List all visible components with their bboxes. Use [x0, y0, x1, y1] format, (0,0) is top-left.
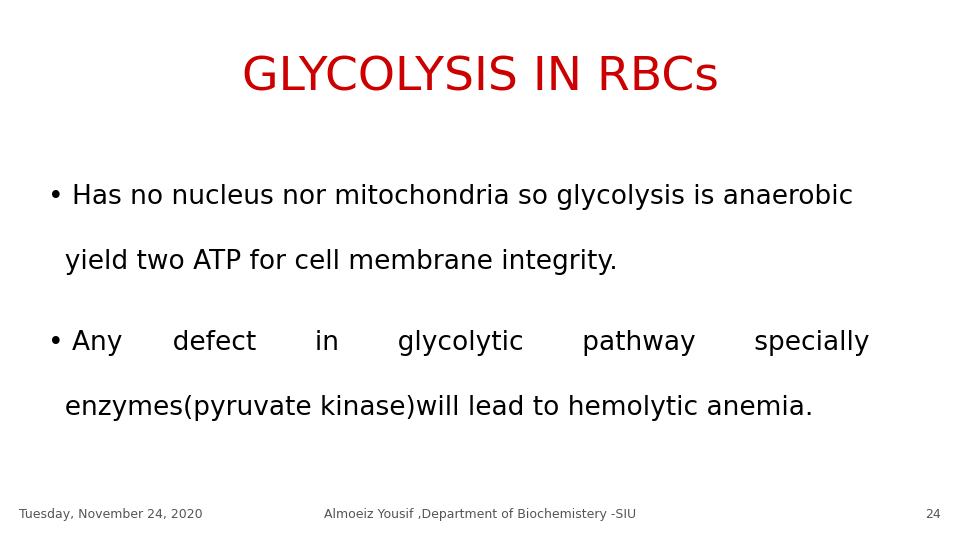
Text: • Has no nucleus nor mitochondria so glycolysis is anaerobic: • Has no nucleus nor mitochondria so gly… — [48, 184, 853, 210]
Text: GLYCOLYSIS IN RBCs: GLYCOLYSIS IN RBCs — [242, 56, 718, 101]
Text: Tuesday, November 24, 2020: Tuesday, November 24, 2020 — [19, 508, 203, 521]
Text: • Any      defect       in       glycolytic       pathway       specially: • Any defect in glycolytic pathway speci… — [48, 330, 870, 356]
Text: 24: 24 — [925, 508, 941, 521]
Text: enzymes(pyruvate kinase)will lead to hemolytic anemia.: enzymes(pyruvate kinase)will lead to hem… — [48, 395, 813, 421]
Text: Almoeiz Yousif ,Department of Biochemistery -SIU: Almoeiz Yousif ,Department of Biochemist… — [324, 508, 636, 521]
Text: yield two ATP for cell membrane integrity.: yield two ATP for cell membrane integrit… — [48, 249, 617, 275]
